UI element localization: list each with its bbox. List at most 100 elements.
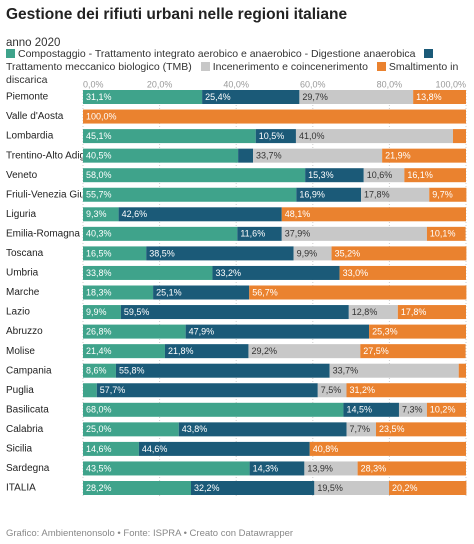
bar-segment: [83, 129, 256, 144]
category-label: ITALIA: [6, 483, 36, 494]
value-label: 9,9%: [86, 307, 107, 317]
bar-segment: [83, 285, 154, 300]
value-label: 13,8%: [416, 92, 442, 102]
bar-segment: [397, 305, 466, 320]
value-label: 10,2%: [430, 405, 456, 415]
value-label: 16,9%: [299, 190, 325, 200]
legend-swatch: [200, 62, 210, 71]
bar-segment: [363, 168, 405, 183]
value-label: 40,5%: [86, 151, 112, 161]
value-label: 57,7%: [100, 385, 126, 395]
value-label: 37,9%: [285, 229, 311, 239]
value-label: 44,6%: [142, 444, 168, 454]
bar-segment: [83, 187, 297, 202]
value-label: 28,2%: [86, 483, 112, 493]
value-label: 10,1%: [430, 229, 456, 239]
category-label: Valle d'Aosta: [6, 111, 64, 122]
bar-segment: [115, 363, 330, 378]
bar-segment: [361, 187, 430, 202]
category-label: Sicilia: [6, 444, 33, 455]
value-label: 33,7%: [256, 151, 282, 161]
value-label: 15,3%: [308, 170, 334, 180]
value-label: 19,5%: [317, 483, 343, 493]
legend-label: Smaltimento in discarica: [6, 61, 459, 86]
bar-segment: [426, 226, 466, 241]
value-label: 32,2%: [194, 483, 220, 493]
bar-segment: [375, 422, 466, 437]
legend-swatch: [6, 49, 15, 58]
bar-segment: [83, 265, 213, 280]
value-label: 58,0%: [86, 170, 112, 180]
value-label: 41,0%: [299, 131, 325, 141]
bar-segment: [83, 90, 203, 104]
value-label: 35,2%: [335, 248, 361, 258]
value-label: 33,8%: [86, 268, 112, 278]
value-label: 11,6%: [240, 229, 265, 239]
bar-segment: [281, 226, 427, 241]
value-label: 29,2%: [251, 346, 277, 356]
bar-segment: [120, 305, 349, 320]
category-label: Puglia: [6, 385, 34, 396]
bar-segment: [305, 168, 364, 183]
bar-segment: [346, 422, 376, 437]
legend-swatch: [424, 49, 434, 58]
value-label: 38,5%: [149, 248, 175, 258]
chart: 0,0% 20,0% 40,0% 60,0% 80,0% 100,0% Piemonte 31…: [6, 79, 467, 497]
bar-segment: [83, 383, 97, 398]
bar-segment: [309, 441, 466, 456]
bar-segment: [299, 90, 414, 104]
x-tick-label: 20,0%: [147, 79, 173, 89]
value-label: 8,6%: [86, 366, 107, 376]
value-label: 10,5%: [259, 131, 285, 141]
bar-segment: [178, 422, 347, 437]
value-label: 48,1%: [285, 209, 311, 219]
bar-segment: [83, 305, 121, 320]
category-label: Lombardia: [6, 131, 54, 142]
bar-segment: [83, 461, 250, 476]
bar-segment: [389, 481, 467, 495]
bar-segment: [138, 441, 310, 456]
bar-segment: [413, 90, 466, 104]
value-label: 25,1%: [156, 287, 182, 297]
value-label: 25,0%: [86, 424, 112, 434]
bar-segment: [83, 363, 116, 378]
legend-swatch: [376, 62, 386, 71]
legend-label: Incenerimento e coincenerimento: [212, 61, 368, 73]
value-label: 9,9%: [297, 248, 318, 258]
bar-segment: [404, 168, 466, 183]
value-label: 31,1%: [86, 92, 112, 102]
bar-segment: [331, 246, 467, 261]
category-label: Basilicata: [6, 404, 49, 415]
bar-segment: [185, 324, 370, 339]
category-label: Marche: [6, 287, 40, 298]
legend-item: Compostaggio - Trattamento integrato aer…: [6, 48, 416, 60]
bar-segment: [96, 383, 318, 398]
bar-segment: [202, 90, 300, 104]
value-label: 43,8%: [182, 424, 208, 434]
category-label: Emilia-Romagna: [6, 228, 80, 239]
category-label: Lazio: [6, 307, 30, 318]
value-label: 27,5%: [363, 346, 389, 356]
subtitle: anno 2020: [6, 37, 61, 49]
value-label: 33,7%: [333, 366, 359, 376]
bar-segment: [153, 285, 250, 300]
bar-segment: [253, 148, 383, 163]
value-label: 42,6%: [122, 209, 148, 219]
value-label: 21,8%: [168, 346, 194, 356]
legend: Compostaggio - Trattamento integrato aer…: [6, 48, 472, 87]
bar-segment: [83, 109, 466, 124]
bar-segment: [164, 344, 249, 359]
bar-segment: [357, 461, 466, 476]
bar-segment: [360, 344, 466, 359]
value-label: 56,7%: [252, 287, 278, 297]
value-label: 17,8%: [401, 307, 427, 317]
bar-segment: [191, 481, 315, 495]
bar-segment: [429, 187, 467, 202]
bar-segment: [304, 461, 358, 476]
bar-segment: [83, 422, 179, 437]
value-label: 21,4%: [86, 346, 112, 356]
value-label: 55,7%: [86, 190, 112, 200]
value-label: 47,9%: [189, 326, 215, 336]
bar-segment: [83, 148, 239, 163]
